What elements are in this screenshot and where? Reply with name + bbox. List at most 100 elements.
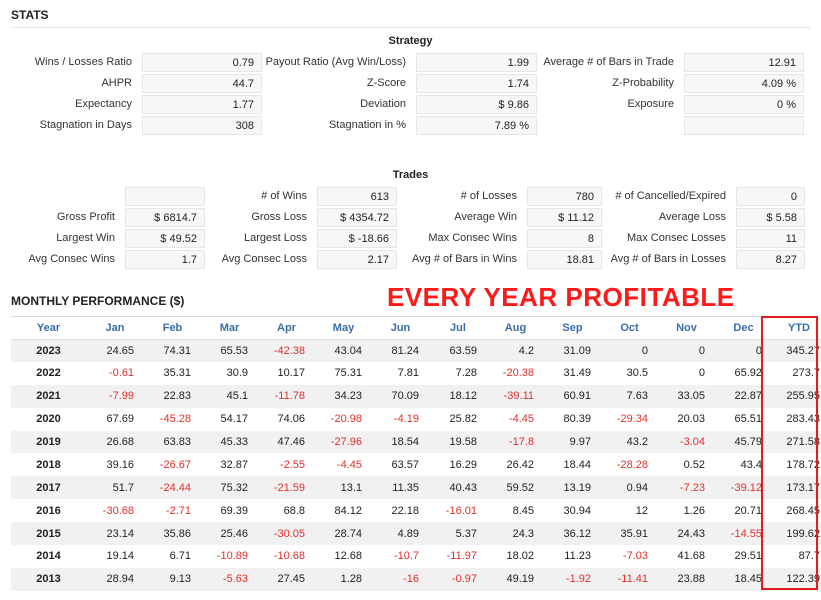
stat-label-largest-loss: Largest Loss [244,232,307,244]
month-value-cell: 63.83 [144,430,201,454]
month-value-cell: -27.96 [315,430,372,454]
column-header-ytd[interactable]: YTD [772,317,821,340]
month-value-cell: 39.16 [106,458,134,471]
month-value-cell: 16.29 [449,458,477,471]
month-value-cell: 4.89 [372,522,429,546]
column-header-mar[interactable]: Mar [201,317,258,340]
month-value-cell: 29.51 [734,550,762,563]
month-value-cell: 43.2 [601,430,658,454]
stat-value-z-score: 1.74 [416,74,537,93]
month-value-cell: 43.4 [740,458,762,471]
ytd-cell: 283.43 [786,413,820,426]
stat-label-of-cancelled-expired: # of Cancelled/Expired [615,190,726,202]
month-value-cell: 7.63 [601,384,658,408]
stat-value-avg-of-bars-in-losses: 8.27 [736,250,805,269]
stat-value-average-loss: $ 5.58 [736,208,805,227]
year-cell: 2021 [11,384,86,408]
month-value-cell: 7.28 [455,367,477,380]
month-value-cell: -10.89 [216,550,248,563]
ytd-cell: 87.7 [798,550,820,563]
column-header-jul[interactable]: Jul [429,317,487,340]
column-header-feb[interactable]: Feb [144,317,201,340]
ytd-cell: 122.39 [772,567,821,591]
month-value-cell: 1.28 [315,567,372,591]
month-value-cell: 70.09 [372,384,429,408]
month-value-cell: 34.23 [315,384,372,408]
column-header-apr[interactable]: Apr [258,317,315,340]
month-value-cell: 65.53 [201,339,258,362]
month-value-cell: 23.14 [86,522,144,546]
month-value-cell: 45.1 [201,384,258,408]
month-value-cell: 0.52 [683,458,705,471]
month-value-cell: 20.71 [734,504,762,517]
stat-label-of-wins: # of Wins [261,190,307,202]
ytd-cell: 271.58 [772,430,821,454]
strategy-title: Strategy [388,35,433,47]
column-header-sep[interactable]: Sep [544,317,601,340]
month-value-cell: -30.05 [258,522,315,546]
stat-label-avg-consec-wins: Avg Consec Wins [28,253,115,265]
stat-value-avg-of-bars-in-wins: 18.81 [527,250,602,269]
stat-label-average-loss: Average Loss [658,211,726,223]
month-value-cell: 75.31 [334,367,362,380]
month-value-cell: 84.12 [334,504,362,517]
stat-label-of-losses: # of Losses [460,190,517,202]
column-header-dec[interactable]: Dec [715,317,772,340]
stat-label-gross-loss: Gross Loss [251,211,307,223]
month-value-cell: 6.71 [169,550,191,563]
month-value-cell: 18.02 [506,550,534,563]
month-value-cell: 0 [715,339,772,362]
table-row: 2020 67.69 -45.28 54.17 74.06 -20.98 -4.19 25.8… [11,408,821,431]
column-header-oct[interactable]: Oct [601,317,658,340]
month-value-cell: -39.11 [487,384,544,408]
month-value-cell: 19.58 [429,430,487,454]
month-value-cell: 74.31 [144,339,201,362]
column-header-may[interactable]: May [315,317,372,340]
stat-label-z-probability: Z-Probability [612,77,674,89]
month-value-cell: 30.9 [226,367,248,380]
month-value-cell: 25.46 [201,522,258,546]
month-value-cell: 7.81 [397,367,419,380]
month-value-cell: 40.43 [429,476,487,500]
month-value-cell: 13.1 [315,476,372,500]
month-value-cell: 36.12 [544,522,601,546]
year-cell: 2019 [11,430,86,454]
stat-value-of-losses: 780 [527,187,602,206]
year-cell: 2023 [11,339,86,362]
column-header-year[interactable]: Year [11,317,86,340]
stat-value-exposure: 0 % [684,95,804,114]
month-value-cell: -4.45 [508,413,534,426]
month-value-cell: 13.19 [544,476,601,500]
ytd-cell: 268.45 [786,504,820,517]
month-value-cell: 63.59 [429,339,487,362]
month-value-cell: -2.55 [279,458,305,471]
column-header-jan[interactable]: Jan [86,317,144,340]
ytd-cell: 345.27 [772,339,821,362]
month-value-cell: 74.06 [277,413,305,426]
year-cell: 2017 [11,476,86,500]
month-value-cell: 27.45 [258,567,315,591]
month-value-cell: -17.8 [487,430,544,454]
stat-label-largest-win: Largest Win [56,232,115,244]
column-header-aug[interactable]: Aug [487,317,544,340]
month-value-cell: 35.31 [163,367,191,380]
year-cell: 2014 [36,550,61,563]
year-cell: 2013 [11,567,86,591]
month-value-cell: 11.35 [372,476,429,500]
year-cell: 2018 [36,458,61,471]
month-value-cell: -39.12 [715,476,772,500]
table-row: 2015 23.14 35.86 25.46 -30.05 28.74 4.89 5.37 24… [11,522,821,546]
column-header-jun[interactable]: Jun [372,317,429,340]
month-value-cell: 60.91 [544,384,601,408]
month-value-cell: -4.45 [336,458,362,471]
month-value-cell: -11.78 [258,384,315,408]
table-row: 2014 19.14 6.71 -10.89 -10.68 12.68 -10.7 -11.9… [11,545,821,568]
month-value-cell: 22.83 [144,384,201,408]
month-value-cell: 4.2 [487,339,544,362]
column-header-nov[interactable]: Nov [658,317,715,340]
month-value-cell: -11.41 [601,567,658,591]
table-row: 2013 28.94 9.13 -5.63 27.45 1.28 -16 -0.97 49.19… [11,567,821,591]
month-value-cell: 9.97 [544,430,601,454]
month-value-cell: 30.94 [563,504,591,517]
month-value-cell: 28.74 [315,522,372,546]
